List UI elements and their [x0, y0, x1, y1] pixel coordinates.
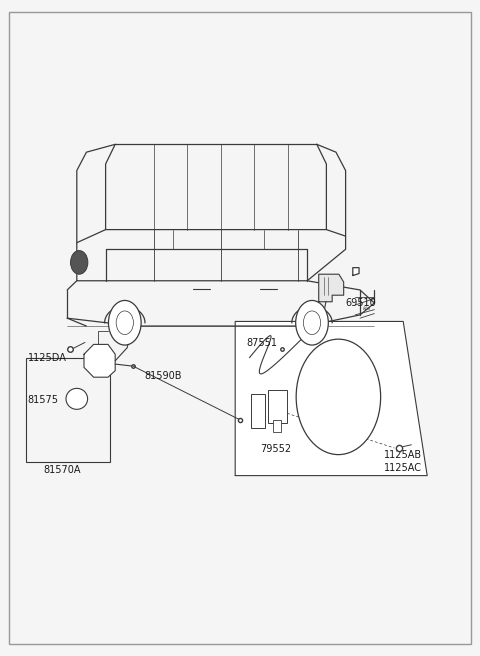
Text: 69510: 69510: [346, 298, 376, 308]
Polygon shape: [84, 344, 115, 377]
Circle shape: [303, 311, 321, 335]
Text: 79552: 79552: [261, 443, 292, 454]
FancyBboxPatch shape: [268, 390, 287, 423]
Polygon shape: [353, 268, 359, 276]
Text: 81570A: 81570A: [43, 465, 81, 476]
Text: 1125AB: 1125AB: [384, 449, 422, 460]
FancyBboxPatch shape: [273, 420, 281, 432]
Polygon shape: [235, 321, 427, 476]
Circle shape: [296, 339, 381, 455]
Circle shape: [108, 300, 141, 345]
Text: 1125DA: 1125DA: [28, 352, 67, 363]
Text: 1125AC: 1125AC: [384, 463, 422, 474]
Circle shape: [296, 300, 328, 345]
Circle shape: [71, 251, 88, 274]
Circle shape: [116, 311, 133, 335]
Text: 81590B: 81590B: [144, 371, 181, 381]
Text: 81575: 81575: [28, 395, 59, 405]
Polygon shape: [319, 274, 344, 302]
Text: 87551: 87551: [246, 338, 277, 348]
Text: kia: kia: [363, 306, 371, 311]
Ellipse shape: [66, 388, 88, 409]
FancyBboxPatch shape: [251, 394, 265, 428]
